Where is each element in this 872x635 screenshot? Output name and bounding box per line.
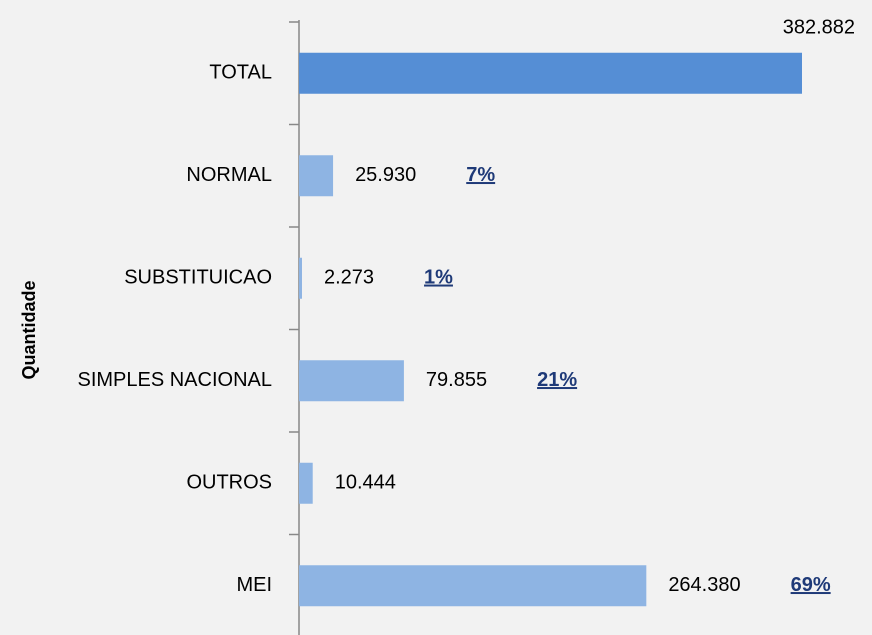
bar	[299, 360, 404, 402]
value-label: 382.882	[783, 17, 855, 39]
category-label: TOTAL	[209, 62, 272, 84]
percent-label: 21%	[537, 369, 577, 391]
value-label: 2.273	[324, 267, 374, 289]
axis-title: Quantidade	[19, 280, 39, 379]
category-label: NORMAL	[186, 164, 272, 186]
percent-label: 69%	[791, 574, 831, 596]
value-label: 25.930	[355, 164, 416, 186]
percent-label: 7%	[466, 164, 495, 186]
value-label: 10.444	[335, 472, 396, 494]
bar	[299, 155, 334, 197]
category-label: SIMPLES NACIONAL	[77, 369, 272, 391]
percent-label: 1%	[424, 267, 453, 289]
category-label: OUTROS	[186, 472, 272, 494]
value-label: 264.380	[668, 574, 740, 596]
bar	[299, 565, 647, 607]
category-label: MEI	[236, 574, 272, 596]
bar	[299, 257, 302, 299]
category-label: SUBSTITUICAO	[124, 267, 272, 289]
bar	[299, 462, 313, 504]
bar	[299, 52, 802, 94]
value-label: 79.855	[426, 369, 487, 391]
